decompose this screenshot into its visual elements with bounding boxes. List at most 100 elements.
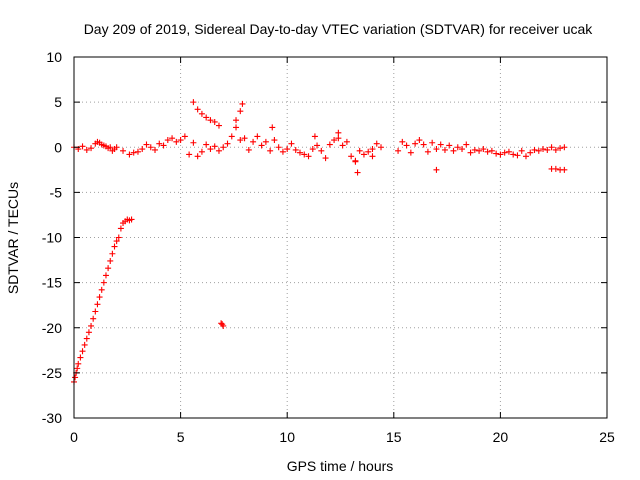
data-point xyxy=(360,151,367,158)
data-point xyxy=(115,234,122,241)
data-point xyxy=(83,146,90,153)
y-tick-label: -10 xyxy=(42,230,62,246)
grid xyxy=(74,57,607,418)
data-point xyxy=(352,157,359,164)
data-point xyxy=(211,118,218,125)
data-point xyxy=(83,335,90,342)
data-point xyxy=(169,135,176,142)
data-point xyxy=(476,147,483,154)
x-tick-label: 5 xyxy=(177,429,185,445)
data-point xyxy=(497,151,504,158)
data-point xyxy=(335,135,342,142)
data-point xyxy=(152,146,159,153)
y-tick-label: 10 xyxy=(46,49,62,65)
data-point xyxy=(173,138,180,145)
data-point xyxy=(395,147,402,154)
data-point xyxy=(326,141,333,148)
data-point xyxy=(233,117,240,124)
data-point xyxy=(561,144,568,151)
data-point xyxy=(561,166,568,173)
data-point xyxy=(399,138,406,145)
data-point xyxy=(219,321,226,328)
data-point xyxy=(531,146,538,153)
y-tick-label: 0 xyxy=(54,139,62,155)
data-point xyxy=(535,147,542,154)
data-point xyxy=(510,151,517,158)
data-point xyxy=(105,265,112,272)
data-point xyxy=(111,243,118,250)
data-point xyxy=(369,153,376,160)
data-point xyxy=(540,146,547,153)
y-tick-label: -25 xyxy=(42,365,62,381)
data-point xyxy=(90,315,97,322)
data-point xyxy=(126,151,133,158)
data-point xyxy=(480,146,487,153)
data-point xyxy=(343,138,350,145)
data-point xyxy=(250,138,257,145)
data-point xyxy=(429,139,436,146)
data-point xyxy=(139,146,146,153)
data-point xyxy=(254,133,261,140)
x-tick-label: 10 xyxy=(279,429,295,445)
data-point xyxy=(143,141,150,148)
data-point xyxy=(309,146,316,153)
data-point xyxy=(314,142,321,149)
x-tick-label: 20 xyxy=(493,429,509,445)
data-point xyxy=(279,148,286,155)
data-point xyxy=(228,133,235,140)
data-point xyxy=(433,166,440,173)
data-point xyxy=(501,149,508,156)
data-point xyxy=(518,147,525,154)
chart-title: Day 209 of 2019, Sidereal Day-to-day VTE… xyxy=(84,21,594,37)
data-point xyxy=(102,272,109,279)
data-point xyxy=(288,140,295,147)
data-point xyxy=(190,139,197,146)
data-point xyxy=(203,141,210,148)
data-point xyxy=(75,360,82,367)
x-tick-label: 25 xyxy=(599,429,615,445)
data-point xyxy=(186,151,193,158)
data-point xyxy=(79,348,86,355)
data-point xyxy=(433,146,440,153)
data-point xyxy=(241,135,248,142)
data-point xyxy=(420,141,427,148)
x-tick-label: 15 xyxy=(386,429,402,445)
data-point xyxy=(72,374,79,381)
data-point xyxy=(88,145,95,152)
data-point xyxy=(74,365,81,372)
data-point xyxy=(177,137,184,144)
data-point xyxy=(198,110,205,117)
data-point xyxy=(378,144,385,151)
data-point xyxy=(164,137,171,144)
data-point xyxy=(284,146,291,153)
data-point xyxy=(339,142,346,149)
data-point xyxy=(79,143,86,150)
data-point xyxy=(130,149,137,156)
data-point xyxy=(407,149,414,156)
data-point xyxy=(463,141,470,148)
data-point xyxy=(267,147,274,154)
data-point xyxy=(437,141,444,148)
data-point xyxy=(211,143,218,150)
data-point xyxy=(557,145,564,152)
data-point xyxy=(305,153,312,160)
data-point xyxy=(322,155,329,162)
y-axis: -30 -25 -20 -15 -10 -5 0 5 10 xyxy=(42,49,607,426)
data-point xyxy=(96,294,103,301)
data-point xyxy=(88,322,95,329)
data-point xyxy=(373,140,380,147)
data-point xyxy=(81,341,88,348)
data-point xyxy=(98,286,105,293)
data-point xyxy=(269,124,276,131)
data-point xyxy=(237,137,244,144)
data-point xyxy=(552,165,559,172)
data-point xyxy=(416,137,423,144)
data-point xyxy=(198,148,205,155)
data-point xyxy=(424,148,431,155)
data-point xyxy=(471,146,478,153)
data-point xyxy=(100,279,107,286)
data-point xyxy=(354,169,361,176)
data-point xyxy=(194,153,201,160)
data-point xyxy=(271,137,278,144)
